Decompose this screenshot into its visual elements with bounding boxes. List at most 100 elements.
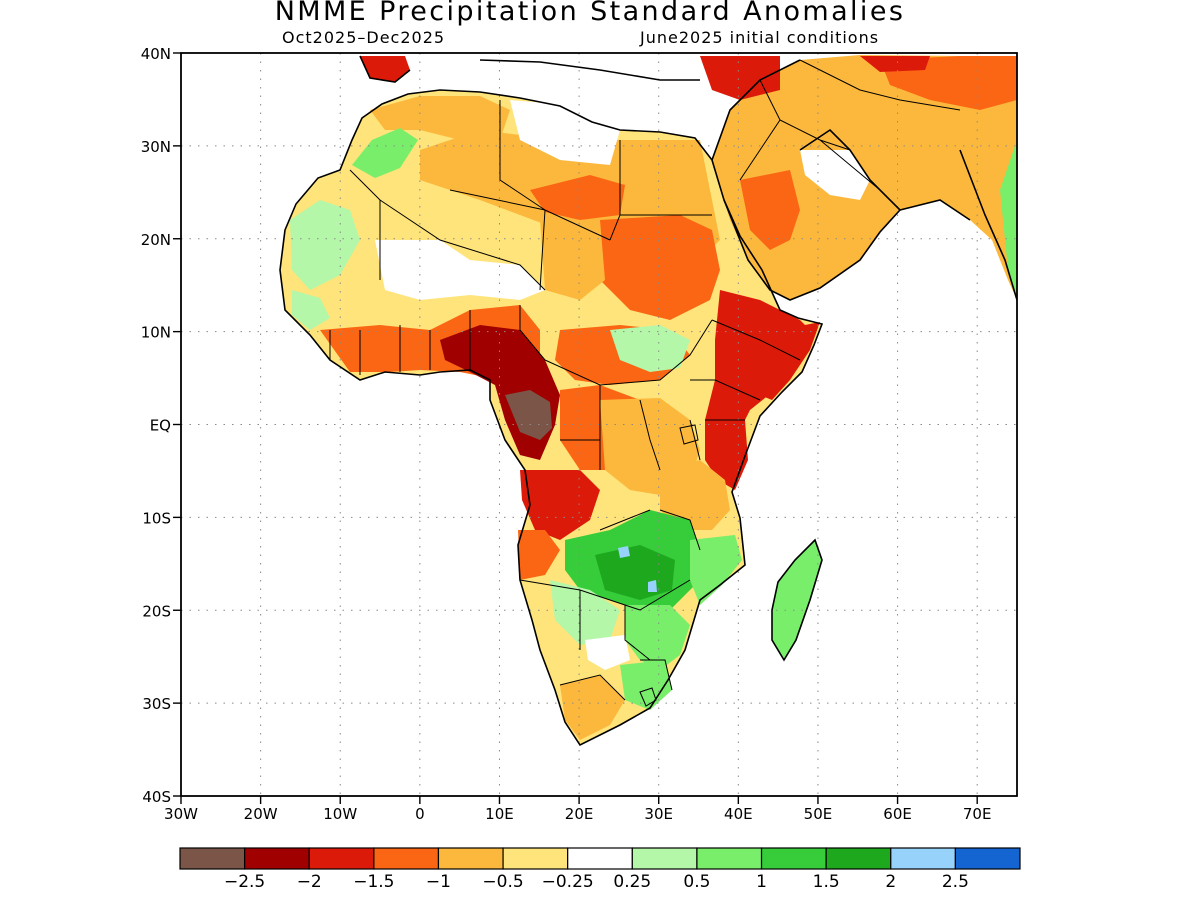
colorbar-swatch	[954, 847, 1021, 870]
lon-tick-label: 60E	[883, 805, 912, 823]
iran-core-red	[860, 56, 930, 72]
colorbar-label: −2	[297, 872, 322, 892]
colorbar: −2.5 −2 −1.5 −1 −0.5 −0.25 0.25 0.5 1 1.5 2 2.5	[179, 847, 1021, 892]
borders-west	[329, 305, 546, 375]
lat-tick-label: 10S	[142, 509, 171, 527]
africa-coastline	[279, 89, 824, 747]
lat-tick-label: 20S	[142, 602, 171, 620]
lat-tick-label: 40N	[141, 45, 171, 63]
borders-north	[349, 100, 712, 291]
latitude-axis: 40N 30N 20N 10N EQ 10S 20S 30S 40S	[141, 45, 181, 806]
sahel-white	[375, 240, 545, 300]
borders-arabia	[739, 59, 961, 211]
lat-tick-label: 40S	[142, 788, 171, 806]
lon-tick-label: 20W	[244, 805, 278, 823]
mauritania-wet	[290, 200, 360, 290]
colorbar-swatch	[502, 847, 569, 870]
maghreb-dry	[370, 96, 510, 140]
sudan-dry	[600, 215, 720, 320]
sahara-white-patch	[510, 100, 620, 165]
borders-south	[519, 509, 701, 701]
lat-tick-label: 30S	[142, 695, 171, 713]
angola-dry	[520, 470, 600, 540]
colorbar-label: 1	[756, 872, 767, 892]
colorbar-label: 1.5	[813, 872, 840, 892]
colorbar-label: −0.25	[542, 872, 594, 892]
colorbar-label: 2.5	[942, 872, 969, 892]
colorbar-label: 2	[885, 872, 896, 892]
angola-south-orange	[518, 530, 560, 580]
longitude-axis: 30W 20W 10W 0 10E 20E 30E 40E 50E 60E 70E	[164, 796, 991, 823]
lat-tick-label: 20N	[141, 231, 171, 249]
coastlines	[279, 55, 1017, 747]
south-sudan-wet	[610, 325, 690, 372]
west-sahara-wet	[352, 128, 418, 178]
colorbar-swatch	[373, 847, 440, 870]
borders-central	[544, 319, 713, 471]
colorbar-label: −1	[426, 872, 451, 892]
red-sea-coast	[711, 59, 901, 301]
arabia-east-white	[800, 150, 870, 200]
zambia-blue-dots	[618, 546, 657, 592]
lon-tick-label: 20E	[565, 805, 594, 823]
lat-tick-label: EQ	[150, 417, 171, 435]
chad-dry	[540, 220, 605, 300]
gabon-extreme-dry	[505, 390, 552, 440]
lon-tick-label: 30W	[164, 805, 198, 823]
kenya-dry	[705, 420, 748, 490]
arabia-inner-orange	[740, 170, 800, 250]
country-borders	[329, 59, 961, 707]
lon-tick-label: 40E	[724, 805, 753, 823]
colorbar-swatch	[567, 847, 633, 870]
lon-tick-label: 30E	[644, 805, 673, 823]
colorbar-swatch	[631, 847, 698, 870]
colorbar-label: −0.5	[482, 872, 523, 892]
land-europe-fringe	[410, 53, 700, 80]
west-africa-coast-green	[292, 290, 330, 330]
lake-victoria	[679, 424, 699, 445]
south-africa-southwest-dry	[560, 675, 625, 740]
colorbar-label: −1.5	[353, 872, 394, 892]
gulf-coast	[799, 128, 971, 221]
lon-tick-label: 0	[415, 805, 425, 823]
colorbar-label: 0.5	[683, 872, 710, 892]
colorbar-swatch	[437, 847, 504, 870]
period-label: Oct2025–Dec2025	[282, 28, 446, 47]
south-africa-east-wet	[620, 660, 672, 710]
india-coast-wet	[1000, 140, 1017, 300]
colorbar-swatch	[696, 847, 763, 870]
borders-east	[690, 319, 801, 421]
map-title: NMME Precipitation Standard Anomalies	[274, 0, 906, 27]
lon-tick-label: 50E	[804, 805, 833, 823]
lon-tick-label: 10W	[323, 805, 357, 823]
india-coast	[959, 149, 1017, 301]
map-gridlines	[181, 53, 1017, 796]
central-sahara-orange	[530, 175, 625, 220]
colorbar-swatch	[825, 847, 892, 870]
colorbar-swatch	[890, 847, 956, 870]
colorbar-swatch	[244, 847, 310, 870]
morocco-dry	[360, 56, 410, 82]
colorbar-swatch	[308, 847, 375, 870]
colorbar-label: −2.5	[224, 872, 265, 892]
colorbar-swatch	[179, 847, 246, 870]
somalia-dry	[760, 322, 820, 400]
levant-red	[700, 56, 780, 100]
lat-tick-label: 30N	[141, 138, 171, 156]
land-india	[960, 120, 1017, 300]
zimbabwe-wet	[625, 605, 690, 670]
anomaly-field	[280, 53, 1017, 745]
madagascar-coast	[771, 538, 823, 662]
kalahari-white	[585, 635, 630, 670]
mozambique-wet	[690, 535, 742, 605]
colorbar-swatch	[760, 847, 827, 870]
lesotho-border	[639, 687, 657, 707]
lat-tick-label: 10N	[141, 324, 171, 342]
colorbar-label: 0.25	[613, 872, 651, 892]
tanzania-mixed	[660, 460, 730, 530]
mediterranean-coast	[359, 55, 700, 83]
namibia-mixed	[550, 580, 620, 645]
lon-tick-label: 70E	[963, 805, 992, 823]
land-madagascar	[772, 540, 822, 660]
